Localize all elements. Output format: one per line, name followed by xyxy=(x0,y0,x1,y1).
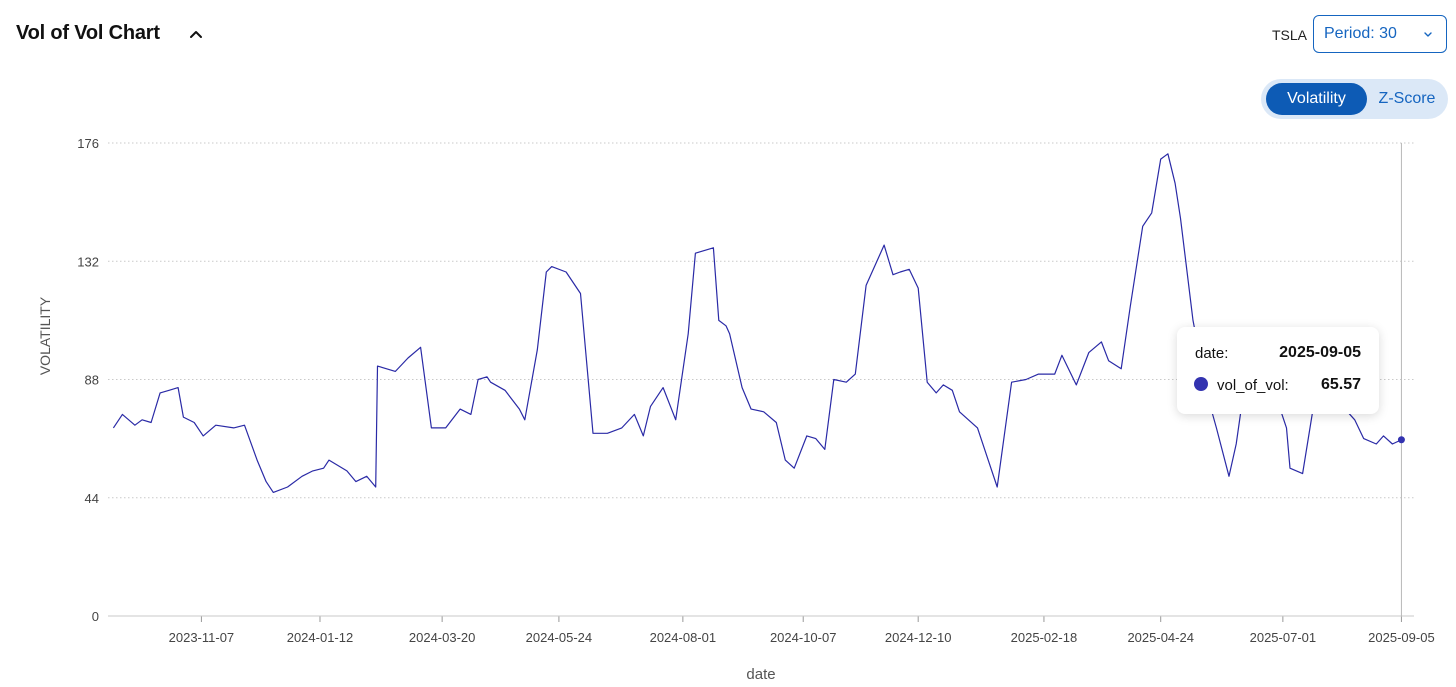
x-tick-labels: 2023-11-07 2024-01-12 2024-03-20 2024-05-24… xyxy=(169,616,1435,645)
toggle-z-score[interactable]: Z-Score xyxy=(1378,90,1436,107)
y-tick-label: 132 xyxy=(77,254,99,269)
tooltip-date-value: 2025-09-05 xyxy=(1279,344,1361,361)
x-tick-label: 2025-09-05 xyxy=(1368,630,1435,645)
chevron-up-icon xyxy=(190,31,202,38)
x-tick-label: 2025-07-01 xyxy=(1250,630,1317,645)
x-tick-label: 2024-12-10 xyxy=(885,630,952,645)
y-tick-label: 44 xyxy=(85,491,99,506)
page-title: Vol of Vol Chart xyxy=(16,22,160,44)
x-tick-label: 2025-02-18 xyxy=(1011,630,1078,645)
ticker-label: TSLA xyxy=(1272,27,1308,43)
chart-tooltip: date: 2025-09-05 vol_of_vol: 65.57 xyxy=(1177,327,1379,414)
mode-toggle: Volatility Z-Score xyxy=(1261,79,1448,119)
series-line-vol-of-vol xyxy=(112,153,1402,493)
collapse-button[interactable] xyxy=(184,22,208,46)
tooltip-series-label: vol_of_vol: xyxy=(1217,377,1289,394)
toggle-volatility[interactable]: Volatility xyxy=(1266,83,1367,115)
x-tick-label: 2023-11-07 xyxy=(169,630,235,645)
chart-header: Vol of Vol Chart TSLA Period: 30 xyxy=(0,0,1456,70)
period-select-value: Period: 30 xyxy=(1324,25,1397,42)
chevron-down-icon xyxy=(1424,32,1432,37)
x-tick-label: 2024-10-07 xyxy=(770,630,837,645)
tooltip-date-label: date: xyxy=(1195,345,1229,362)
x-tick-label: 2024-01-12 xyxy=(287,630,354,645)
tooltip-series-value: 65.57 xyxy=(1320,376,1361,393)
x-tick-label: 2024-08-01 xyxy=(650,630,717,645)
y-axis-label: VOLATILITY xyxy=(37,296,53,375)
tooltip-series-swatch xyxy=(1194,377,1208,391)
hover-point xyxy=(1397,436,1405,444)
y-tick-label: 176 xyxy=(77,136,99,151)
y-tick-label: 0 xyxy=(92,609,99,624)
x-tick-label: 2025-04-24 xyxy=(1127,630,1194,645)
period-select[interactable]: Period: 30 xyxy=(1313,15,1447,53)
x-tick-label: 2024-03-20 xyxy=(409,630,476,645)
y-tick-label: 88 xyxy=(85,373,99,388)
x-axis-label: date xyxy=(746,666,775,683)
y-tick-labels: 0 44 88 132 176 xyxy=(77,136,99,624)
x-tick-label: 2024-05-24 xyxy=(526,630,593,645)
